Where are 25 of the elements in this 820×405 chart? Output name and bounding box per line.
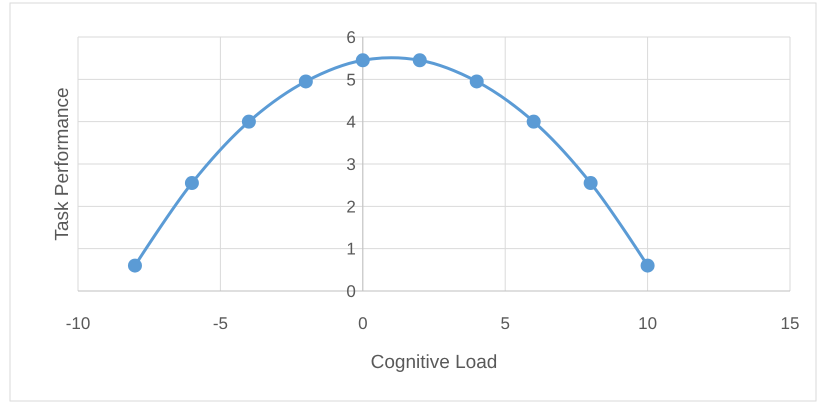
point: [640, 258, 655, 273]
y-tick-label: 4: [346, 112, 356, 132]
y-tick-label: 3: [346, 155, 356, 174]
point: [184, 176, 199, 190]
x-axis-title: Cognitive Load: [370, 352, 498, 373]
point: [298, 74, 313, 88]
y-tick-label: 5: [346, 70, 356, 90]
y-tick-label: 2: [346, 197, 356, 216]
point: [242, 114, 256, 129]
x-tick-label: 0: [358, 314, 368, 333]
y-axis-title: Task Performance: [52, 87, 73, 241]
point: [128, 258, 142, 273]
x-tick-label: 5: [500, 314, 510, 333]
point: [412, 53, 427, 68]
y-tick-label: 6: [346, 28, 356, 47]
y-tick-label: 1: [346, 240, 356, 259]
point: [356, 53, 370, 68]
x-tick-label: 15: [780, 314, 800, 333]
point: [470, 74, 484, 88]
point: [584, 176, 598, 190]
x-tick-label: -5: [212, 314, 228, 333]
x-tick-label: -10: [66, 314, 90, 333]
x-tick-label: 10: [638, 314, 658, 333]
y-tick-label: 0: [346, 282, 356, 301]
point: [526, 114, 541, 129]
